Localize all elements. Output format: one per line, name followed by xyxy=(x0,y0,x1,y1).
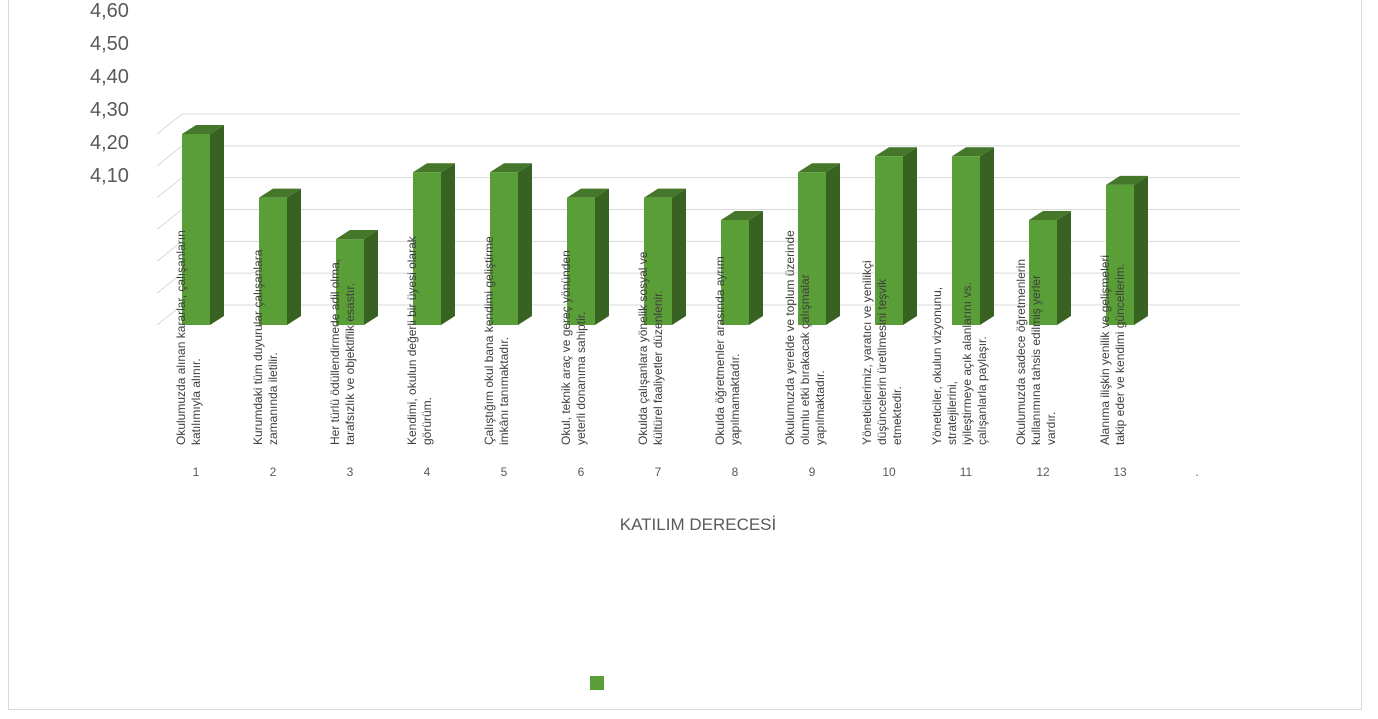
bar xyxy=(567,188,609,325)
category-label-line: yapılmamaktadır. xyxy=(728,354,742,445)
category-label-line: katılımıyla alınır. xyxy=(189,358,203,445)
category-number: 5 xyxy=(501,465,508,479)
category-label: Kendimi, okulun değerli bir üyesi olarak… xyxy=(405,235,434,445)
category-label-line: vardır. xyxy=(1044,412,1058,445)
category-label-line: Okulda öğretmenler arasında ayrım xyxy=(713,256,727,445)
category-label-line: düşüncelerin üretilmesini teşvik xyxy=(875,278,889,445)
category-number: 10 xyxy=(882,465,896,479)
category-label: Çalıştığım okul bana kendimi geliştirme i… xyxy=(482,236,511,445)
category-label: Yöneticilerimiz, yaratıcı ve yenilikçi dü… xyxy=(860,260,904,445)
category-number: 6 xyxy=(578,465,585,479)
category-label: Okul, teknik araç ve gereç yönünden yeter… xyxy=(559,250,588,445)
category-label-line: olumlu etki bırakacak çalışmalar xyxy=(798,274,812,445)
bar xyxy=(336,230,378,325)
y-tick-label: 4,50 xyxy=(90,33,129,55)
category-label: Okulda çalışanlara yönelik sosyal ve kült… xyxy=(636,251,665,445)
bar xyxy=(259,188,301,325)
category-label-line: stratejilerini, xyxy=(945,381,959,445)
category-number: 11 xyxy=(960,465,973,479)
category-label: Okulumuzda alınan kararlar, çalışanların… xyxy=(174,230,203,445)
gridline xyxy=(156,113,1240,135)
category-label-line: Yöneticilerimiz, yaratıcı ve yenilikçi xyxy=(860,260,874,445)
category-label-line: yapılmaktadır. xyxy=(813,370,827,445)
category-number: 1 xyxy=(193,465,200,479)
y-tick-label: 4,40 xyxy=(90,66,129,88)
bar xyxy=(721,210,763,325)
category-label-line: Çalıştığım okul bana kendimi geliştirme xyxy=(482,236,496,445)
category-number: 9 xyxy=(809,465,816,479)
category-number: 4 xyxy=(424,465,431,479)
chart-frame xyxy=(8,0,1362,710)
category-label-line: Okulumuzda yerelde ve toplum üzerinde xyxy=(783,230,797,445)
gridline xyxy=(156,272,1240,294)
y-axis-ticks: 4,104,204,304,404,504,604,70 xyxy=(90,0,129,187)
bar xyxy=(644,188,686,325)
bar xyxy=(798,163,840,325)
bar xyxy=(182,125,224,325)
category-label-line: Her türlü ödüllendirmede adil olma, xyxy=(328,259,342,445)
y-tick-label: 4,30 xyxy=(90,99,129,121)
category-label: Okulumuzda yerelde ve toplum üzerinde olu… xyxy=(783,230,827,445)
category-label: Okulda öğretmenler arasında ayrım yapılma… xyxy=(713,256,742,445)
category-label-line: takip eder ve kendimi güncellerim. xyxy=(1113,264,1127,445)
category-number: 12 xyxy=(1036,465,1050,479)
category-label: Kurumdaki tüm duyurular çalışanlara zaman… xyxy=(251,249,280,445)
category-label-line: çalışanlarla paylaşır. xyxy=(975,336,989,445)
category-label-line: Okulda çalışanlara yönelik sosyal ve xyxy=(636,251,650,445)
y-tick-label: 4,20 xyxy=(90,132,129,154)
bar xyxy=(1029,210,1071,325)
category-label-line: Kendimi, okulun değerli bir üyesi olarak xyxy=(405,235,419,445)
category-label-line: imkânı tanımaktadır. xyxy=(497,337,511,445)
category-number: 2 xyxy=(270,465,277,479)
category-label-line: kullanımına tahsis edilmiş yerler xyxy=(1029,275,1043,445)
category-label: Yöneticiler, okulun vizyonunu, stratejile… xyxy=(930,282,989,445)
category-numbers: 1 2 3 4 5 6 7 8 9 10 11 12 13. xyxy=(193,465,1199,479)
category-label-line: Yöneticiler, okulun vizyonunu, xyxy=(930,287,944,445)
gridline xyxy=(156,177,1240,199)
category-number: 3 xyxy=(347,465,354,479)
category-labels: Okulumuzda alınan kararlar, çalışanların… xyxy=(174,230,1127,445)
bar xyxy=(875,147,917,325)
category-label-line: kültürel faaliyetler düzenlenir. xyxy=(651,290,665,445)
category-label: Alanıma ilişkin yenilik ve gelişmeleri ta… xyxy=(1098,255,1127,445)
category-label-line: tarafsızlık ve objektiflik esastır. xyxy=(343,283,357,445)
legend-swatch xyxy=(590,676,604,690)
bar xyxy=(952,147,994,325)
y-tick-label: 4,60 xyxy=(90,0,129,22)
category-label-line: iyileştirmeye açık alanlarını vs. xyxy=(960,282,974,445)
category-label-line: Alanıma ilişkin yenilik ve gelişmeleri xyxy=(1098,255,1112,445)
category-label-line: yeterli donanıma sahiptir. xyxy=(574,312,588,445)
y-tick-label: 4,10 xyxy=(90,165,129,187)
category-label-line: Kurumdaki tüm duyurular çalışanlara xyxy=(251,249,265,445)
gridline xyxy=(156,240,1240,262)
category-number: 8 xyxy=(732,465,739,479)
category-label: Okulumuzda sadece öğretmenlerin kullanımı… xyxy=(1014,259,1058,445)
category-label-line: Okulumuzda sadece öğretmenlerin xyxy=(1014,259,1028,445)
bar xyxy=(1106,175,1148,325)
gridline xyxy=(156,304,1240,326)
bar xyxy=(490,163,532,325)
category-number: 13 xyxy=(1113,465,1127,479)
category-label-line: zamanında iletilir. xyxy=(266,352,280,445)
category-label-line: görürüm. xyxy=(420,397,434,445)
category-label: Her türlü ödüllendirmede adil olma, taraf… xyxy=(328,259,357,445)
gridlines xyxy=(156,113,1240,326)
category-number: . xyxy=(1195,465,1198,479)
category-label-line: etmektedir. xyxy=(890,386,904,445)
category-number: 7 xyxy=(655,465,662,479)
gridline xyxy=(156,209,1240,230)
category-label-line: Okulumuzda alınan kararlar, çalışanların xyxy=(174,230,188,445)
bars xyxy=(182,125,1148,325)
gridline xyxy=(156,145,1240,167)
bar xyxy=(413,163,455,325)
x-axis-title: KATILIM DERECESİ xyxy=(620,515,777,534)
category-label-line: Okul, teknik araç ve gereç yönünden xyxy=(559,250,573,445)
